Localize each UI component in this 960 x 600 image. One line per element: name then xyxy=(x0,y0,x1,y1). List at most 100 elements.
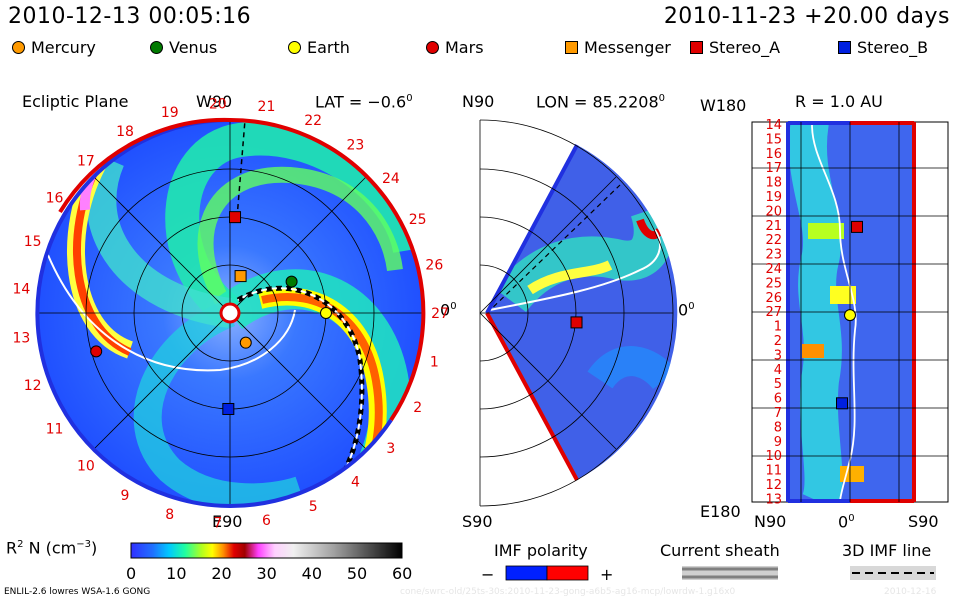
legend-label: Mars xyxy=(445,38,484,57)
model-label: ENLIL-2.6 lowres WSA-1.6 GONG xyxy=(4,587,151,597)
radial-rotation-label: 15 xyxy=(765,132,782,147)
ecliptic-right-label: 00 xyxy=(440,300,457,320)
legend-marker xyxy=(838,41,851,54)
imf-minus: − xyxy=(481,565,495,584)
legend-venus: Venus xyxy=(150,38,217,57)
colorbar-label: R2 N (cm−3) xyxy=(6,538,98,558)
radial-x-mid: 00 xyxy=(838,512,855,532)
ecliptic-rotation-label: 27 xyxy=(431,306,449,322)
legend-label: Venus xyxy=(169,38,218,57)
radial-rotation-label: 8 xyxy=(774,420,782,435)
radial-rotation-label: 9 xyxy=(774,435,782,450)
ecliptic-plot xyxy=(35,117,426,508)
ecliptic-rotation-label: 24 xyxy=(382,171,400,187)
legend-marker xyxy=(150,41,163,54)
ecliptic-rotation-label: 8 xyxy=(165,507,174,523)
ecliptic-rotation-label: 15 xyxy=(24,234,42,250)
radial-rotation-label: 16 xyxy=(765,147,782,162)
ecliptic-rotation-label: 12 xyxy=(24,378,42,394)
legend-label: Stereo_B xyxy=(857,38,929,57)
ecliptic-title: Ecliptic Plane xyxy=(22,92,129,111)
radial-top-label: W180 xyxy=(700,96,747,115)
colorbar-tick: 20 xyxy=(211,564,232,583)
marker-stereo-a xyxy=(851,220,863,233)
sim-time: 2010-12-13 00:05:16 xyxy=(8,4,252,29)
radial-rotation-label: 1 xyxy=(774,320,782,335)
legend-label: Mercury xyxy=(31,38,96,57)
radial-rotation-label: 3 xyxy=(774,348,782,363)
legend-marker xyxy=(565,41,578,54)
ecliptic-rotation-label: 26 xyxy=(425,258,443,274)
ecliptic-rotation-label: 11 xyxy=(46,421,64,437)
ecliptic-bottom-label: E90 xyxy=(212,512,243,531)
radial-rotation-label: 22 xyxy=(765,233,782,248)
marker-mercury xyxy=(239,336,252,349)
ecliptic-rotation-label: 10 xyxy=(77,459,95,475)
ecliptic-rotation-label: 17 xyxy=(77,153,95,169)
legend-marker xyxy=(12,41,25,54)
radial-rotation-label: 19 xyxy=(765,190,782,205)
colorbar-tick: 30 xyxy=(256,564,277,583)
radial-rotation-label: 25 xyxy=(765,276,782,291)
legend-marker xyxy=(288,41,301,54)
legend-mercury: Mercury xyxy=(12,38,96,57)
radial-x-left: N90 xyxy=(754,512,787,531)
ecliptic-rotation-label: 6 xyxy=(262,513,271,529)
marker-earth xyxy=(844,309,856,322)
ecliptic-rotation-label: 4 xyxy=(351,474,360,490)
marker-stereo-b xyxy=(222,402,235,415)
radial-rotation-label: 5 xyxy=(774,377,782,392)
ecliptic-rotation-label: 25 xyxy=(409,212,427,228)
lat-label: LAT = −0.60 xyxy=(315,92,413,112)
radial-rotation-label: 20 xyxy=(765,204,782,219)
ref-time: 2010-11-23 +20.00 days xyxy=(663,4,950,29)
body-markers xyxy=(90,211,863,415)
marker-mars xyxy=(90,345,103,358)
radial-rotation-label: 6 xyxy=(774,392,782,407)
radial-rotation-label: 18 xyxy=(765,176,782,191)
legend-marker xyxy=(690,41,703,54)
legend-marker xyxy=(426,41,439,54)
radial-bottom-label: E180 xyxy=(700,502,741,521)
radial-rotation-label: 4 xyxy=(774,363,782,378)
legend-mars: Mars xyxy=(426,38,484,57)
imf-polarity-title: IMF polarity xyxy=(494,541,588,560)
ecliptic-rotation-label: 19 xyxy=(161,105,179,121)
radial-rotation-label: 10 xyxy=(765,449,782,464)
radial-rotation-label: 7 xyxy=(774,406,782,421)
marker-venus xyxy=(285,275,298,288)
ecliptic-rotation-label: 14 xyxy=(13,282,31,298)
meridional-plot xyxy=(479,119,678,507)
ecliptic-rotation-label: 1 xyxy=(430,354,439,370)
colorbar-tick: 60 xyxy=(392,564,413,583)
legend-label: Messenger xyxy=(584,38,671,57)
run-id: cone/swrc-old/25ts-30s:2010-11-23-gong-a… xyxy=(400,587,736,597)
ecliptic-rotation-label: 20 xyxy=(209,96,227,112)
radial-rotation-label: 21 xyxy=(765,219,782,234)
colorbar-tick: 40 xyxy=(301,564,323,583)
legend-label: Stereo_A xyxy=(709,38,781,57)
meridional-top-label: N90 xyxy=(462,92,495,111)
colorbar-tick: 10 xyxy=(166,564,187,583)
ecliptic-rotation-label: 9 xyxy=(121,488,130,504)
legend-stereo-a: Stereo_A xyxy=(690,38,780,57)
ecliptic-top-label: W90 xyxy=(196,92,233,111)
meridional-right-label: 00 xyxy=(678,300,695,320)
footer-date: 2010-12-16 xyxy=(884,587,937,597)
ecliptic-rotation-label: 22 xyxy=(304,113,322,129)
ecliptic-rotation-label: 18 xyxy=(116,124,134,140)
marker-stereo-b xyxy=(836,397,848,410)
lon-label: LON = 85.22080 xyxy=(536,92,666,112)
radial-rotation-label: 13 xyxy=(765,492,782,507)
legend-stereo-b: Stereo_B xyxy=(838,38,928,57)
ecliptic-rotation-label: 16 xyxy=(46,191,64,207)
radial-rotation-label: 27 xyxy=(765,305,782,320)
imf-line-title: 3D IMF line xyxy=(842,541,932,560)
radial-rotation-label: 11 xyxy=(765,464,782,479)
imf-plus: + xyxy=(600,565,614,584)
imf-positive-swatch xyxy=(546,565,589,581)
marker-stereo-a xyxy=(570,316,583,329)
colorbar xyxy=(130,542,403,559)
